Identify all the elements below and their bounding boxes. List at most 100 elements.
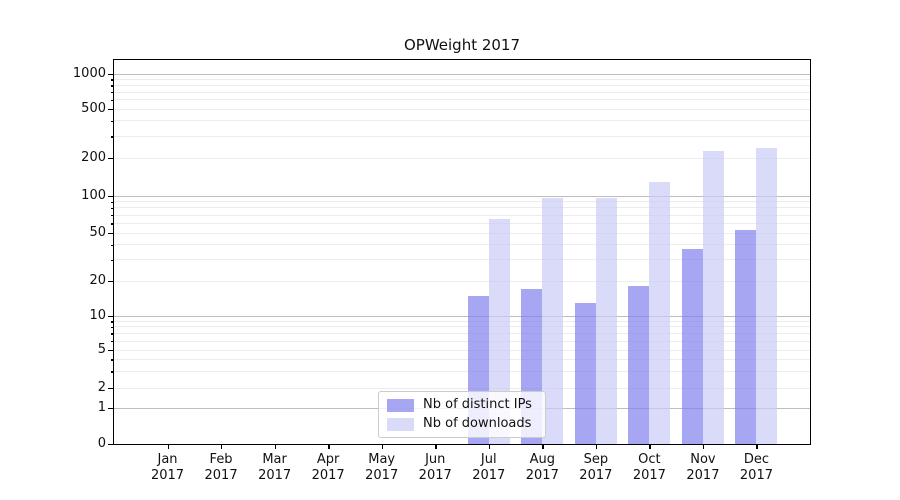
y-minor-tick-mark [111,215,114,217]
y-minor-tick-mark [111,158,114,160]
minor-gridline [114,333,810,334]
minor-gridline [114,359,810,360]
y-minor-tick-mark [111,350,114,352]
x-tick-label: Jan 2017 [150,452,185,483]
y-minor-tick-mark [111,109,114,111]
minor-gridline [114,201,810,202]
chart-title: OPWeight 2017 [403,36,521,54]
minor-gridline [114,388,810,389]
legend-swatch-downloads [387,417,414,431]
minor-gridline [114,259,810,260]
x-tick-mark [649,444,651,449]
minor-gridline [114,281,810,282]
bar-downloads-jul [488,218,510,444]
minor-gridline [114,350,810,351]
x-tick-label: Nov 2017 [686,452,720,483]
y-minor-tick-mark [111,233,114,235]
bar-distinct-ips-nov [681,248,703,444]
minor-gridline [114,215,810,216]
y-tick-label: 2 [97,380,106,395]
x-tick-label: Jun 2017 [418,452,452,483]
legend-label-distinct-ips: Nb of distinct IPs [423,397,532,412]
y-tick-label: 100 [81,188,106,203]
y-minor-tick-mark [111,326,114,329]
y-tick-label: 1 [97,400,106,415]
bar-distinct-ips-sep [574,302,596,444]
plot-area: Nb of distinct IPs Nb of downloads [113,59,811,445]
x-tick-label: Mar 2017 [258,452,292,483]
y-minor-tick-mark [111,85,114,87]
major-gridline [114,74,810,75]
minor-gridline [114,136,810,137]
major-gridline [114,316,810,317]
minor-gridline [114,341,810,342]
y-minor-tick-mark [111,244,114,247]
legend-item-distinct-ips: Nb of distinct IPs [387,398,537,412]
x-tick-mark [435,444,437,449]
x-tick-mark [756,444,758,449]
legend-item-downloads: Nb of downloads [387,417,537,431]
bar-downloads-oct [649,181,671,444]
y-minor-tick-mark [111,79,114,81]
y-minor-tick-mark [111,99,114,102]
minor-gridline [114,120,810,121]
bar-distinct-ips-oct [628,286,650,444]
x-tick-label: Dec 2017 [739,452,773,483]
x-tick-mark [221,444,223,449]
minor-gridline [114,371,810,372]
minor-gridline [114,85,810,86]
y-minor-tick-mark [111,136,114,138]
y-tick-label: 5 [97,342,106,357]
y-minor-tick-mark [111,333,114,335]
y-tick-label: 1000 [72,66,106,81]
x-tick-mark [328,444,330,449]
y-minor-tick-mark [111,201,114,203]
x-tick-label: Jul 2017 [472,452,506,483]
y-tick-label: 50 [89,225,106,240]
bar-downloads-dec [756,148,778,444]
minor-gridline [114,207,810,208]
y-tick-label: 500 [81,101,106,116]
minor-gridline [114,92,810,93]
minor-gridline [114,321,810,322]
minor-gridline [114,99,810,100]
x-tick-mark [488,444,491,449]
x-tick-label: May 2017 [365,452,399,483]
x-tick-label: Apr 2017 [311,452,345,483]
x-tick-mark [167,444,169,449]
legend-swatch-distinct-ips [387,398,414,412]
minor-gridline [114,244,810,245]
y-minor-tick-mark [111,281,114,283]
minor-gridline [114,326,810,327]
legend-label-downloads: Nb of downloads [423,416,532,431]
x-tick-label: Aug 2017 [525,452,559,483]
x-tick-mark [702,444,705,449]
minor-gridline [114,223,810,224]
x-tick-label: Sep 2017 [579,452,613,483]
bar-downloads-sep [595,197,617,444]
y-minor-tick-mark [111,359,114,361]
y-minor-tick-mark [111,207,114,210]
y-tick-mark [108,74,114,76]
minor-gridline [114,233,810,234]
bar-distinct-ips-dec [735,229,757,444]
minor-gridline [114,158,810,159]
y-tick-mark [108,444,114,446]
legend: Nb of distinct IPs Nb of downloads [378,391,546,438]
y-tick-mark [108,316,114,318]
x-tick-mark [595,444,598,449]
bar-downloads-nov [702,150,724,444]
y-minor-tick-mark [111,321,114,323]
y-minor-tick-mark [111,371,114,373]
minor-gridline [114,79,810,80]
y-minor-tick-mark [111,223,114,225]
y-minor-tick-mark [111,388,114,390]
y-tick-label: 10 [89,308,106,323]
x-tick-mark [381,444,384,449]
y-minor-tick-mark [111,92,114,94]
y-minor-tick-mark [111,120,114,123]
y-tick-mark [108,196,114,198]
y-tick-label: 200 [81,150,106,165]
y-minor-tick-mark [111,259,114,262]
